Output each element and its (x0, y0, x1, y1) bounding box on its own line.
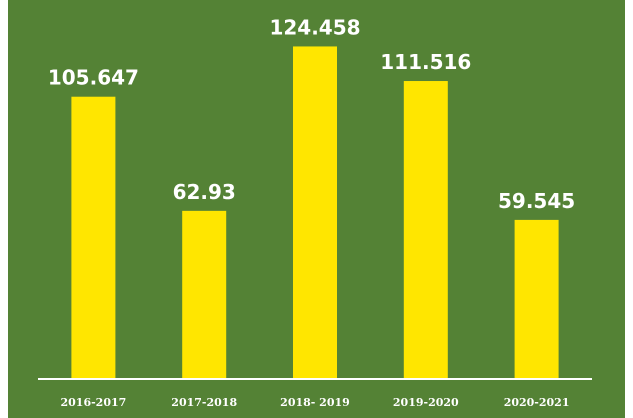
category-label-5: 2020-2021 (504, 396, 570, 409)
category-label-1: 2016-2017 (61, 396, 127, 409)
value-label-3: 124.458 (269, 15, 360, 39)
bars-group (71, 46, 559, 380)
value-label-5: 59.545 (498, 189, 575, 213)
category-label-3: 2018- 2019 (280, 396, 350, 409)
category-labels-group: 2016-2017 2017-2018 2018- 2019 2019-2020 202… (61, 396, 570, 409)
bar-4 (403, 81, 448, 380)
bar-3 (293, 46, 337, 380)
value-label-2: 62.93 (173, 180, 236, 204)
bar-1 (71, 96, 116, 379)
category-label-4: 2019-2020 (393, 396, 459, 409)
bar-5 (514, 219, 559, 379)
category-label-2: 2017-2018 (171, 396, 237, 409)
value-label-4: 111.516 (380, 50, 471, 74)
value-labels-group: 105.647 62.93 124.458 111.516 59.545 (48, 15, 575, 212)
value-label-1: 105.647 (48, 66, 139, 90)
bar-2 (182, 210, 227, 379)
